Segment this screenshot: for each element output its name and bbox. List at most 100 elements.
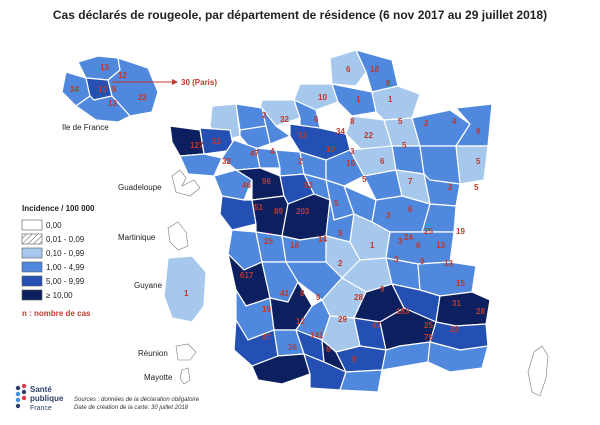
dept-count: 19 [456, 227, 465, 236]
reunion-label: Réunion [138, 349, 168, 358]
guyane-label: Guyane [134, 281, 163, 290]
dept-count: 5 [362, 175, 367, 184]
region-idf-south [75, 95, 131, 123]
footer-date: Date de création de la carte: 30 juillet… [74, 405, 189, 411]
dept-count: 25 [264, 237, 273, 246]
dept-count: 3 [394, 255, 399, 264]
dept-count: 32 [222, 157, 231, 166]
dept-morbihan [179, 153, 223, 177]
dept-var [427, 341, 489, 373]
dept-count: 8 [350, 117, 355, 126]
dept-count: 24 [404, 233, 413, 242]
legend-swatch [21, 247, 43, 259]
legend-label: 0,01 - 0,09 [46, 235, 85, 244]
paris-label: 30 (Paris) [181, 78, 217, 87]
idf-count: 13 [108, 99, 117, 108]
dept-count: 36 [288, 343, 297, 352]
guadeloupe-shape [171, 169, 201, 197]
idf-count: 13 [100, 63, 109, 72]
dept-count: 141 [310, 331, 324, 340]
dept-count: 5 [338, 229, 343, 238]
dept-count: 12 [296, 317, 305, 326]
dept-count: 9 [420, 257, 425, 266]
dept-count: 9 [316, 293, 321, 302]
legend-label: 5,00 - 9,99 [46, 277, 85, 286]
mainland-counts: 6 18 10 1 8 1 4 2 32 6 13 34 8 22 9 5 2 … [190, 65, 485, 364]
dept-count: 98 [262, 177, 271, 186]
dept-count: 6 [346, 65, 351, 74]
dept-yonne [363, 169, 403, 201]
legend-swatch [21, 233, 43, 245]
dept-count: 47 [372, 321, 381, 330]
dept-count: 5 [476, 157, 481, 166]
dept-count: 10 [326, 145, 335, 154]
dept-count: 6 [314, 115, 319, 124]
dept-count: 1 [388, 95, 393, 104]
dept-count: 40 [262, 333, 271, 342]
dept-count: 7 [408, 177, 413, 186]
dept-haut-rhin [455, 145, 489, 185]
mayotte-label: Mayotte [144, 373, 173, 382]
mayotte-shape [179, 367, 191, 385]
dept-count: 14 [318, 235, 327, 244]
dept-count: 5 [398, 117, 403, 126]
legend-label: 0,00 [46, 221, 62, 230]
dept-count: 23 [450, 325, 459, 334]
guyane-shape [163, 255, 207, 323]
dept-count: 9 [352, 355, 357, 364]
guadeloupe-label: Guadeloupe [118, 183, 162, 192]
dept-count: 2 [448, 183, 453, 192]
dept-pas-de-calais [329, 49, 367, 87]
paris-arrow-head [172, 79, 178, 85]
dept-aisne [331, 83, 377, 117]
idf-count: 22 [138, 93, 147, 102]
dept-count: 13 [444, 259, 453, 268]
dept-count: 5 [402, 141, 407, 150]
dept-count: 28 [354, 293, 363, 302]
legend-swatch [21, 261, 43, 273]
dept-vendee [219, 195, 257, 231]
dept-eure [261, 107, 291, 145]
sante-publique-logo: Santé publique France [15, 383, 64, 412]
dept-orne [239, 125, 271, 151]
dept-count: 1 [356, 95, 361, 104]
dept-count: 31 [452, 299, 461, 308]
dept-count: 28 [476, 307, 485, 316]
dept-loire-atlantique [213, 169, 253, 201]
dept-count: 89 [274, 207, 283, 216]
footer-sources: Sources : données de la déclaration obli… [74, 397, 200, 403]
guyane-count: 1 [184, 289, 189, 298]
dept-haute-saone [423, 173, 461, 207]
dept-count: 19 [262, 305, 271, 314]
logo-line2: publique [30, 394, 64, 403]
dept-count: 4 [270, 147, 275, 156]
dept-count: 2 [338, 259, 343, 268]
dept-count: 6 [326, 345, 331, 354]
dept-count: 9 [380, 285, 385, 294]
dept-count: 203 [296, 207, 310, 216]
dept-count: 3 [350, 147, 355, 156]
dept-count: 75 [424, 333, 433, 342]
dept-count: 10 [318, 93, 327, 102]
map-title: Cas déclarés de rougeole, par départemen… [52, 8, 548, 22]
dept-count: 18 [370, 65, 379, 74]
martinique-label: Martinique [118, 233, 156, 242]
legend-label: 0,10 - 0,99 [46, 249, 85, 258]
dept-count: 52 [212, 137, 221, 146]
legend-title: Incidence / 100 000 [22, 204, 95, 213]
ile-de-france-inset: 13 12 34 10 8 13 22 30 (Paris) Ile de Fr… [61, 55, 217, 132]
dept-count: 16 [346, 159, 355, 168]
dept-count: 34 [336, 127, 345, 136]
dept-count: 127 [190, 141, 204, 150]
dept-count: 51 [254, 203, 263, 212]
dept-count: 6 [408, 205, 413, 214]
dept-count: 5 [474, 183, 479, 192]
dept-count: 25 [424, 227, 433, 236]
dept-count: 183 [396, 307, 410, 316]
dept-count: 5 [334, 199, 339, 208]
dept-count: 8 [300, 289, 305, 298]
dept-count: 32 [280, 115, 289, 124]
martinique-shape [167, 221, 189, 251]
dept-count: 15 [456, 279, 465, 288]
legend: Incidence / 100 000 0,00 0,01 - 0,09 0,1… [21, 204, 95, 318]
